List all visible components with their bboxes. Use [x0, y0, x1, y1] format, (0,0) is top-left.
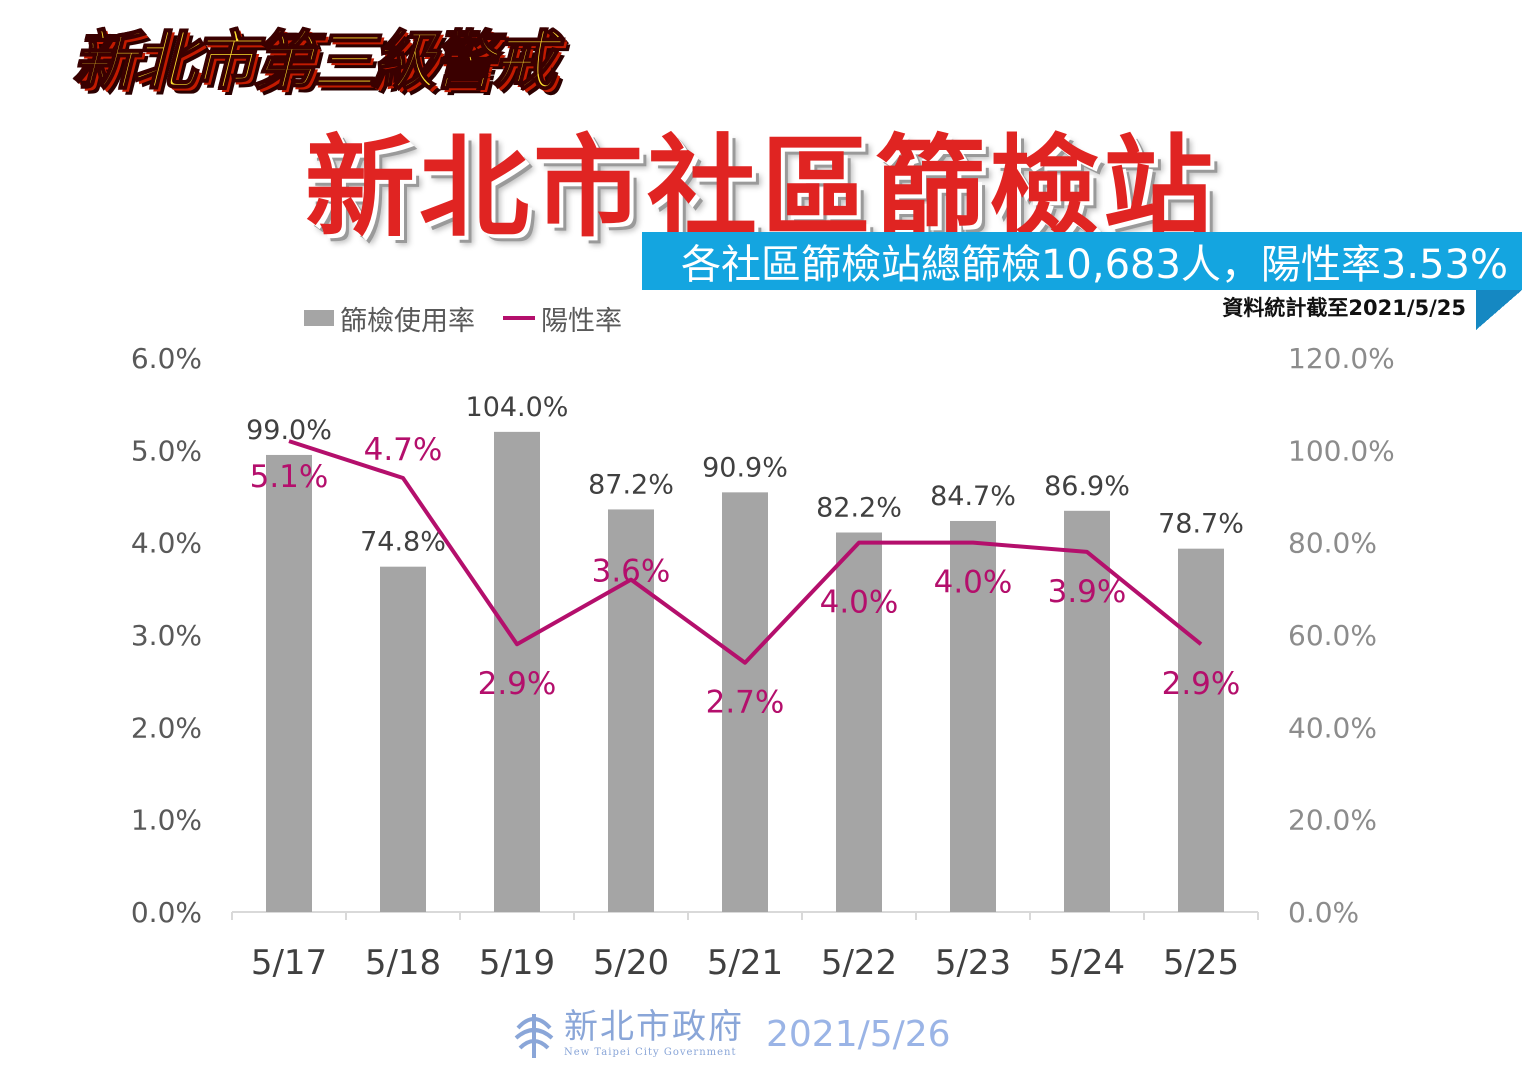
positive-rate-data-label: 4.0%	[820, 585, 899, 621]
logo-chinese-name: 新北市政府	[564, 1007, 744, 1047]
usage-data-label: 74.8%	[360, 527, 446, 558]
x-axis-category-label: 5/22	[821, 943, 897, 983]
left-axis-tick-label: 3.0%	[131, 619, 202, 652]
usage-data-label: 82.2%	[816, 493, 902, 524]
positive-rate-data-label: 3.9%	[1048, 574, 1127, 610]
usage-data-label: 84.7%	[930, 481, 1016, 512]
usage-data-label: 90.9%	[702, 452, 788, 483]
chart-legend: 篩檢使用率 陽性率	[304, 299, 622, 338]
x-axis-category-label: 5/19	[479, 943, 555, 983]
summary-text: 各社區篩檢站總篩檢10,683人，陽性率3.53%	[680, 242, 1508, 288]
x-axis-category-label: 5/20	[593, 943, 669, 983]
usage-data-label: 104.0%	[466, 392, 569, 423]
legend-label-usage: 篩檢使用率	[340, 305, 475, 337]
x-axis-category-label: 5/18	[365, 943, 441, 983]
emblem-icon	[514, 1014, 554, 1058]
usage-bar	[494, 431, 540, 912]
usage-bar	[722, 492, 768, 912]
usage-bar	[1064, 510, 1110, 912]
left-axis-tick-label: 1.0%	[131, 804, 202, 837]
x-axis-category-label: 5/24	[1049, 943, 1125, 983]
positive-rate-data-label: 2.9%	[1162, 666, 1241, 702]
x-axis-category-label: 5/17	[251, 943, 327, 983]
right-axis-tick-label: 100.0%	[1288, 434, 1395, 467]
legend-bar-swatch	[304, 310, 334, 326]
alert-banner: 新北市第三級警戒	[71, 24, 557, 100]
right-axis-tick-label: 80.0%	[1288, 527, 1377, 560]
usage-bar	[1178, 548, 1224, 912]
x-axis-category-label: 5/21	[707, 943, 783, 983]
positive-rate-data-label: 4.7%	[364, 432, 443, 468]
usage-bar	[950, 520, 996, 912]
combo-chart: 0.0% 1.0% 2.0% 3.0% 4.0% 5.0% 6.0% 0.0% 20.0% 40.…	[131, 342, 1395, 983]
legend-line-swatch	[503, 316, 535, 320]
footer: 新北市政府 New Taipei City Government 2021/5/…	[512, 1004, 951, 1064]
right-axis-tick-label: 20.0%	[1288, 804, 1377, 837]
positive-rate-data-label: 3.6%	[592, 554, 671, 590]
legend-item-positive: 陽性率	[503, 299, 622, 338]
positive-rate-data-label: 2.7%	[706, 685, 785, 721]
left-axis-tick-label: 5.0%	[131, 434, 202, 467]
usage-bar	[266, 454, 312, 912]
usage-data-label: 78.7%	[1158, 509, 1244, 540]
publish-date: 2021/5/26	[766, 1013, 951, 1055]
usage-bar	[836, 532, 882, 912]
summary-bar: 各社區篩檢站總篩檢10,683人，陽性率3.53%	[642, 232, 1522, 290]
left-axis-tick-label: 2.0%	[131, 711, 202, 744]
positive-rate-data-label: 4.0%	[934, 565, 1013, 601]
usage-bar	[608, 509, 654, 912]
left-axis-tick-label: 4.0%	[131, 527, 202, 560]
usage-bar	[380, 566, 426, 912]
corner-fold-decoration	[1476, 290, 1522, 330]
right-axis-tick-label: 40.0%	[1288, 711, 1377, 744]
right-axis-tick-label: 120.0%	[1288, 342, 1395, 375]
page-title: 新北市社區篩檢站	[305, 124, 1217, 252]
logo-english-name: New Taipei City Government	[564, 1047, 737, 1058]
right-axis-tick-label: 0.0%	[1288, 896, 1359, 929]
x-axis-category-label: 5/25	[1163, 943, 1239, 983]
usage-data-label: 99.0%	[246, 415, 332, 446]
positive-rate-line	[288, 439, 1203, 665]
left-axis-tick-label: 0.0%	[131, 896, 202, 929]
right-axis-tick-label: 60.0%	[1288, 619, 1377, 652]
data-date-label: 資料統計截至2021/5/25	[1000, 290, 1476, 326]
usage-data-label: 87.2%	[588, 469, 674, 500]
x-axis-category-label: 5/23	[935, 943, 1011, 983]
positive-rate-data-label: 5.1%	[250, 459, 329, 495]
positive-rate-data-label: 2.9%	[478, 666, 557, 702]
left-axis-tick-label: 6.0%	[131, 342, 202, 375]
government-logo: 新北市政府 New Taipei City Government	[512, 1008, 744, 1060]
legend-label-positive: 陽性率	[541, 305, 622, 337]
usage-data-label: 86.9%	[1044, 471, 1130, 502]
legend-item-usage: 篩檢使用率	[304, 299, 475, 338]
